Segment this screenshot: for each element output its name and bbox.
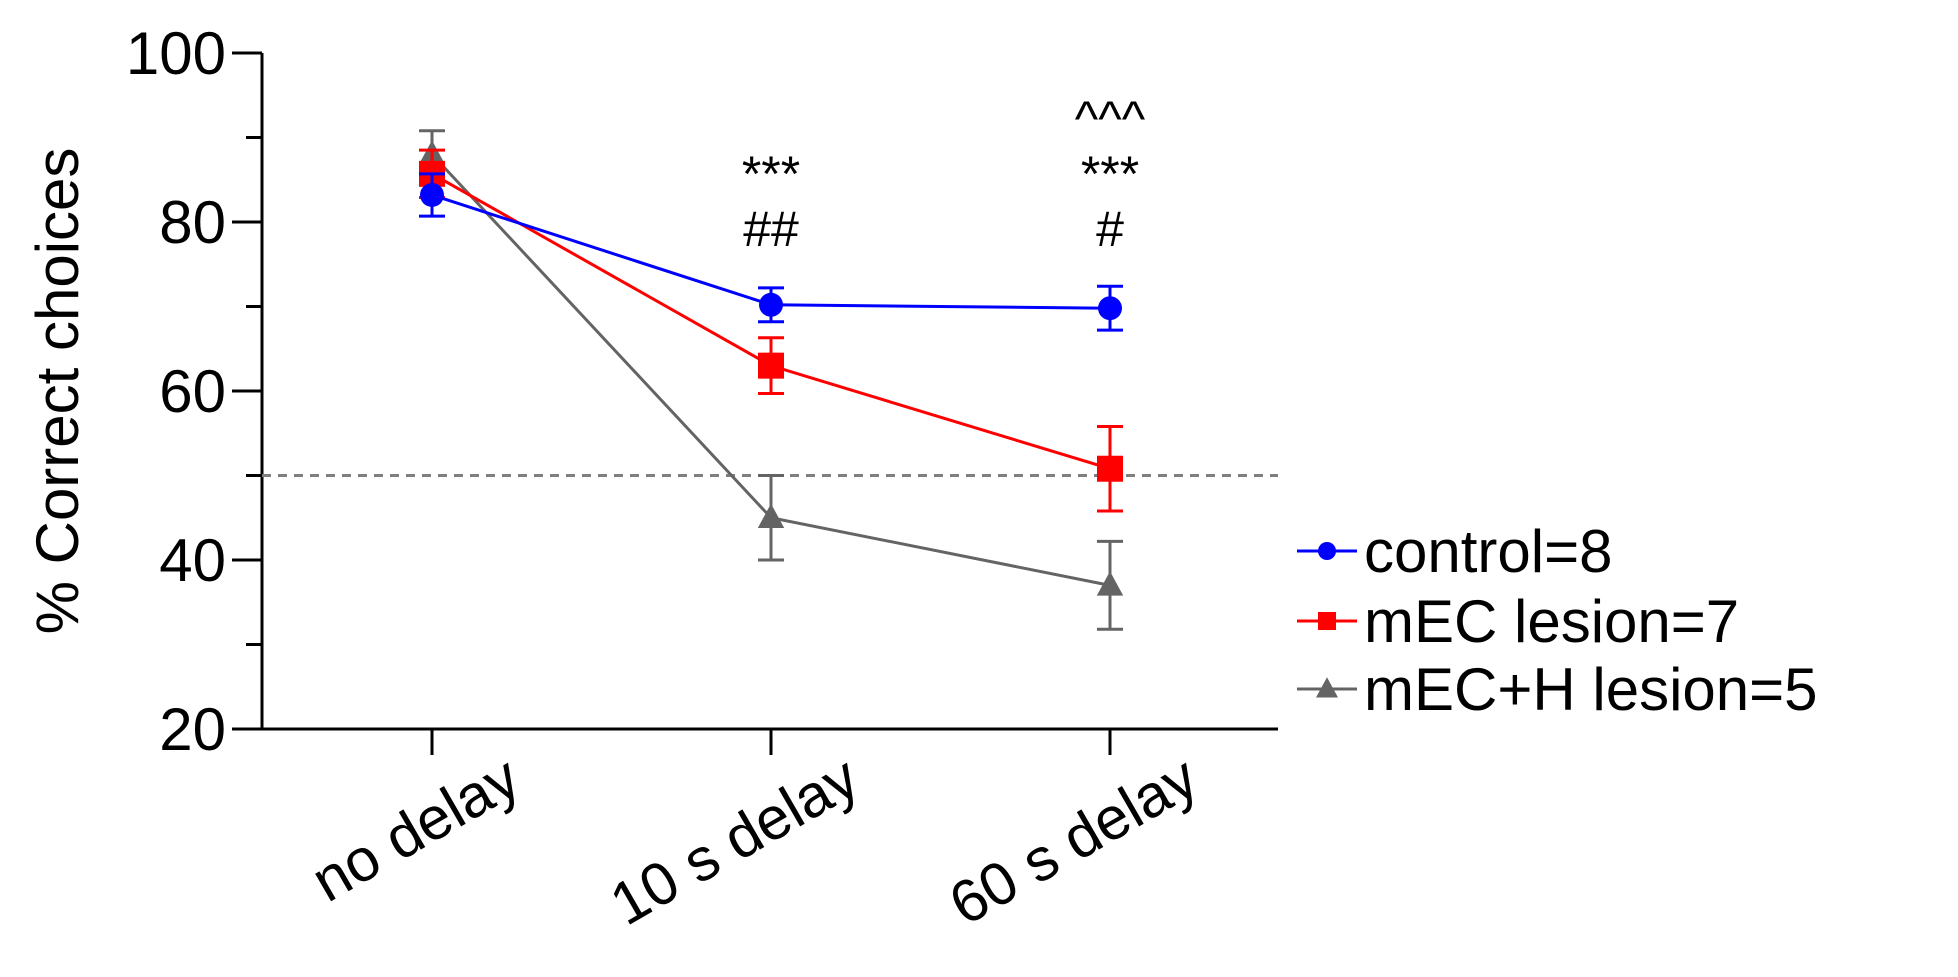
data-point-triangle <box>757 503 785 529</box>
significance-mark: ^^^ <box>1075 91 1146 147</box>
significance-mark: *** <box>1081 146 1139 202</box>
legend-label: control=8 <box>1364 518 1613 585</box>
legend-item: mEC lesion=7 <box>1297 588 1739 655</box>
significance-mark: # <box>1096 201 1124 257</box>
significance-annotations: ***##^^^***# <box>742 91 1146 257</box>
data-point-circle <box>420 182 444 207</box>
y-tick-label: 40 <box>159 527 226 594</box>
data-point-square <box>1318 612 1336 630</box>
data-point-triangle <box>1316 677 1338 698</box>
series-group <box>418 129 1124 631</box>
data-point-square <box>1097 455 1123 482</box>
y-tick-label: 80 <box>159 189 226 256</box>
significance-mark: ## <box>743 201 799 257</box>
data-point-circle <box>759 292 783 317</box>
series-circle <box>419 172 1123 332</box>
legend-item: control=8 <box>1297 518 1613 585</box>
legend-label: mEC+H lesion=5 <box>1364 656 1818 723</box>
legend-item: mEC+H lesion=5 <box>1297 656 1818 723</box>
data-point-square <box>758 352 784 379</box>
y-tick-label: 20 <box>159 696 226 763</box>
data-point-triangle <box>1096 571 1124 596</box>
x-tick-label: 60 s delay <box>938 743 1208 938</box>
series-square <box>419 148 1123 513</box>
y-tick-label: 60 <box>159 358 226 425</box>
data-point-circle <box>1318 542 1336 560</box>
y-axis-title: % Correct choices <box>24 148 91 635</box>
x-tick-label: 10 s delay <box>599 743 869 938</box>
y-tick-label: 100 <box>126 20 226 87</box>
data-point-circle <box>1098 296 1122 321</box>
significance-mark: *** <box>742 146 800 202</box>
x-tick-label: no delay <box>301 743 531 914</box>
legend-label: mEC lesion=7 <box>1364 588 1739 655</box>
